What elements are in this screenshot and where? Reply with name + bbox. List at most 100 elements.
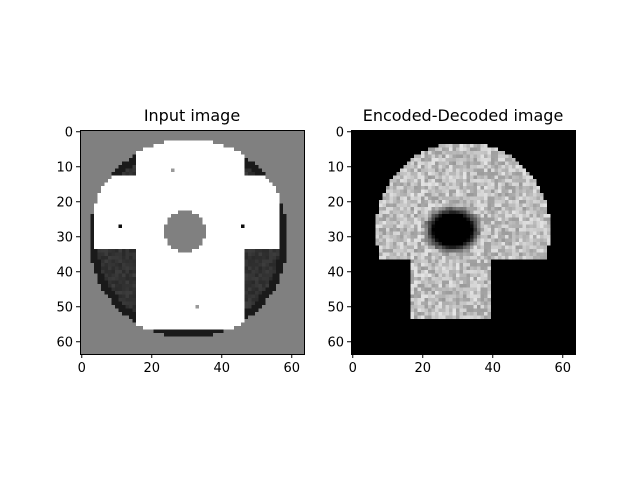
heatmap-cell xyxy=(463,144,467,148)
heatmap-cell xyxy=(87,305,91,309)
heatmap-cell xyxy=(122,137,126,141)
heatmap-cell xyxy=(122,333,126,337)
heatmap-cell xyxy=(279,242,284,246)
heatmap-cell xyxy=(164,294,168,299)
heatmap-cell xyxy=(300,221,305,225)
heatmap-cell xyxy=(463,130,467,134)
heatmap-cell xyxy=(365,147,369,152)
heatmap-cell xyxy=(244,298,249,302)
heatmap-cell xyxy=(146,196,151,201)
heatmap-cell xyxy=(258,179,263,183)
heatmap-cell xyxy=(216,210,221,215)
heatmap-cell xyxy=(209,147,214,152)
heatmap-cell xyxy=(244,312,249,316)
heatmap-cell xyxy=(178,221,182,225)
heatmap-cell xyxy=(192,287,196,292)
y-tick-label: 50 xyxy=(56,300,73,315)
heatmap-cell xyxy=(279,305,284,309)
heatmap-cell xyxy=(125,144,130,148)
heatmap-cell xyxy=(174,193,179,197)
heatmap-cell xyxy=(234,175,238,180)
heatmap-cell xyxy=(213,179,217,183)
heatmap-cell xyxy=(564,140,569,145)
heatmap-cell xyxy=(115,291,119,295)
heatmap-cell xyxy=(290,144,294,148)
heatmap-cell xyxy=(248,217,252,222)
heatmap-cell xyxy=(297,347,301,351)
heatmap-cell xyxy=(251,315,256,320)
heatmap-cell xyxy=(87,133,91,138)
heatmap-cell xyxy=(146,182,151,187)
heatmap-cell xyxy=(192,210,196,215)
heatmap-cell xyxy=(164,140,168,145)
heatmap-cell xyxy=(223,161,228,166)
heatmap-cell xyxy=(188,319,193,323)
heatmap-cell xyxy=(199,312,203,316)
heatmap-cell xyxy=(115,287,119,292)
heatmap-cell xyxy=(290,305,294,309)
heatmap-cell xyxy=(178,224,182,229)
heatmap-cell xyxy=(365,161,369,166)
heatmap-cell xyxy=(160,221,165,225)
heatmap-cell xyxy=(101,280,105,285)
heatmap-cell xyxy=(83,294,88,299)
heatmap-cell xyxy=(522,168,527,173)
heatmap-cell xyxy=(547,144,551,148)
heatmap-cell xyxy=(136,259,140,264)
heatmap-cell xyxy=(199,154,203,159)
heatmap-cell xyxy=(101,312,105,316)
heatmap-cell xyxy=(220,298,224,302)
heatmap-cell xyxy=(258,140,263,145)
heatmap-cell xyxy=(206,340,210,344)
heatmap-cell xyxy=(213,308,217,313)
heatmap-cell xyxy=(97,179,102,183)
heatmap-cell xyxy=(237,203,242,208)
heatmap-cell xyxy=(129,329,133,334)
heatmap-cell xyxy=(283,291,287,295)
heatmap-cell xyxy=(279,329,284,334)
heatmap-cell xyxy=(97,329,102,334)
heatmap-cell xyxy=(300,137,305,141)
heatmap-cell xyxy=(550,144,555,148)
heatmap-cell xyxy=(178,326,182,330)
heatmap-cell xyxy=(192,301,196,306)
heatmap-cell xyxy=(213,200,217,204)
heatmap-cell xyxy=(220,308,224,313)
heatmap-cell xyxy=(272,224,277,229)
heatmap-cell xyxy=(407,175,411,180)
heatmap-cell xyxy=(188,196,193,201)
heatmap-cell xyxy=(80,287,84,292)
heatmap-cell xyxy=(290,200,294,204)
heatmap-cell xyxy=(547,133,551,138)
heatmap-cell xyxy=(536,140,541,145)
heatmap-cell xyxy=(150,179,154,183)
heatmap-cell xyxy=(122,238,126,243)
heatmap-cell xyxy=(199,228,203,232)
heatmap-cell xyxy=(160,186,165,190)
heatmap-cell xyxy=(94,308,98,313)
heatmap-cell xyxy=(554,147,558,152)
heatmap-cell xyxy=(146,266,151,271)
heatmap-cell xyxy=(279,266,284,271)
heatmap-cell xyxy=(213,305,217,309)
heatmap-cell xyxy=(290,329,294,334)
heatmap-cell xyxy=(143,140,147,145)
heatmap-cell xyxy=(258,172,263,176)
heatmap-cell xyxy=(290,151,294,155)
heatmap-cell xyxy=(108,273,112,278)
heatmap-cell xyxy=(101,140,105,145)
heatmap-cell xyxy=(164,231,168,236)
heatmap-cell xyxy=(139,147,144,152)
heatmap-cell xyxy=(139,228,144,232)
heatmap-cell xyxy=(111,133,116,138)
heatmap-cell xyxy=(255,294,259,299)
heatmap-cell xyxy=(407,144,411,148)
heatmap-cell xyxy=(178,266,182,271)
heatmap-cell xyxy=(206,161,210,166)
heatmap-cell xyxy=(164,280,168,285)
heatmap-cell xyxy=(80,196,84,201)
heatmap-cell xyxy=(139,256,144,260)
heatmap-cell xyxy=(143,270,147,274)
heatmap-cell xyxy=(389,147,394,152)
heatmap-cell xyxy=(351,147,355,152)
